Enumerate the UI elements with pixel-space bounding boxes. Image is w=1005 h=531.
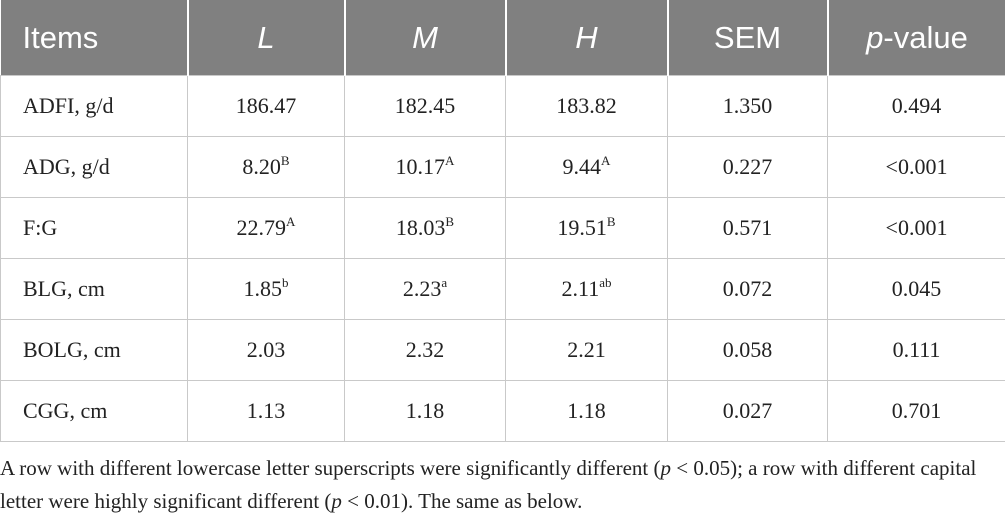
text-segment: -value <box>883 19 968 55</box>
table-cell: 182.45 <box>344 75 506 137</box>
table-cell: <0.001 <box>827 197 1005 259</box>
header-cell: Items <box>0 0 188 76</box>
header-cell: p-value <box>826 0 1005 76</box>
row-label: ADG, g/d <box>0 136 188 198</box>
data-table: Items L M H SEM p-value ADFI, g/d 186.47 182.45… <box>0 0 1005 442</box>
table-cell: 8.20B <box>187 136 345 198</box>
text-segment: M <box>412 19 438 55</box>
text-segment: 18.03 <box>395 215 446 240</box>
text-segment: 22.79 <box>236 215 287 240</box>
table-row: ADG, g/d 8.20B 10.17A 9.44A 0.227 <0.001 <box>0 136 1005 198</box>
row-label: BOLG, cm <box>0 319 188 381</box>
text-segment: < 0.05); a row with different capital le… <box>0 456 977 513</box>
table-cell: 2.03 <box>187 319 345 381</box>
text-segment: H <box>575 19 598 55</box>
text-segment: p <box>866 19 884 55</box>
footnote: A row with different lowercase letter su… <box>0 452 1005 518</box>
text-segment: 1.85 <box>243 276 283 301</box>
table-cell: <0.001 <box>827 136 1005 198</box>
table-cell: 0.227 <box>667 136 828 198</box>
table-cell: 1.85b <box>187 258 345 320</box>
text-segment: 8.20 <box>242 154 281 179</box>
table-cell: 18.03B <box>344 197 506 259</box>
superscript: A <box>601 153 611 168</box>
header-row: Items L M H SEM p-value <box>0 0 1005 76</box>
table-cell: 2.32 <box>344 319 506 381</box>
table-row: CGG, cm 1.13 1.18 1.18 0.027 0.701 <box>0 380 1005 442</box>
row-label: F:G <box>0 197 188 259</box>
table-cell: 183.82 <box>505 75 668 137</box>
table-cell: 186.47 <box>187 75 345 137</box>
table-row: F:G 22.79A 18.03B 19.51B 0.571 <0.001 <box>0 197 1005 259</box>
superscript: A <box>445 153 455 168</box>
table-cell: 2.11ab <box>505 258 668 320</box>
table-cell: 1.350 <box>667 75 828 137</box>
superscript: a <box>441 275 448 290</box>
table-cell: 19.51B <box>505 197 668 259</box>
table-cell: 0.701 <box>827 380 1005 442</box>
table-row: BLG, cm 1.85b 2.23a 2.11ab 0.072 0.045 <box>0 258 1005 320</box>
table-cell: 0.045 <box>827 258 1005 320</box>
table-cell: 1.18 <box>344 380 506 442</box>
superscript: B <box>445 214 455 229</box>
table-cell: 0.058 <box>667 319 828 381</box>
table-row: BOLG, cm 2.03 2.32 2.21 0.058 0.111 <box>0 319 1005 381</box>
table-row: ADFI, g/d 186.47 182.45 183.82 1.350 0.494 <box>0 75 1005 137</box>
text-segment: p <box>331 489 342 513</box>
table-cell: 10.17A <box>344 136 506 198</box>
text-segment: p <box>660 456 672 480</box>
row-label: CGG, cm <box>0 380 188 442</box>
header-cell: M <box>343 0 506 76</box>
superscript: B <box>280 153 290 168</box>
text-segment: A row with different lowercase letter su… <box>0 456 661 480</box>
text-segment: 9.44 <box>562 154 602 179</box>
text-segment: 2.23 <box>402 276 442 301</box>
superscript: ab <box>599 275 612 290</box>
text-segment: < 0.01). The same as below. <box>341 489 583 513</box>
superscript: b <box>282 275 289 290</box>
text-segment: 19.51 <box>557 215 607 240</box>
header-cell: SEM <box>666 0 828 76</box>
table-body: ADFI, g/d 186.47 182.45 183.82 1.350 0.494 ADG… <box>0 75 1005 442</box>
text-segment: L <box>257 19 275 55</box>
table-cell: 22.79A <box>187 197 345 259</box>
table-cell: 2.23a <box>344 258 506 320</box>
table-cell: 0.571 <box>667 197 828 259</box>
table-cell: 0.494 <box>827 75 1005 137</box>
superscript: A <box>286 214 296 229</box>
table-cell: 0.072 <box>667 258 828 320</box>
text-segment: 10.17 <box>395 154 446 179</box>
header-cell: H <box>504 0 668 76</box>
table-cell: 9.44A <box>505 136 668 198</box>
table-cell: 0.111 <box>827 319 1005 381</box>
table-cell: 1.18 <box>505 380 668 442</box>
header-cell: L <box>186 0 345 76</box>
row-label: BLG, cm <box>0 258 188 320</box>
table-cell: 0.027 <box>667 380 828 442</box>
text-segment: 2.11 <box>561 276 600 301</box>
row-label: ADFI, g/d <box>0 75 188 137</box>
table-cell: 1.13 <box>187 380 345 442</box>
table-cell: 2.21 <box>505 319 668 381</box>
superscript: B <box>606 214 616 229</box>
